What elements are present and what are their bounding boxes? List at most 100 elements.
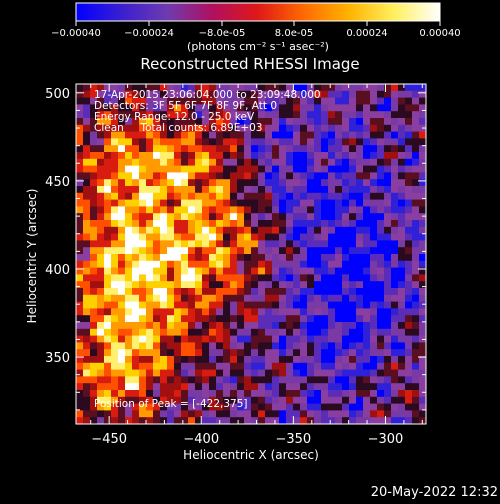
heatmap-cell [216,396,224,405]
heatmap-cell [90,294,98,303]
heatmap-cell [286,328,294,337]
heatmap-cell [216,165,224,173]
heatmap-cell [286,274,294,282]
heatmap-cell [321,260,329,269]
heatmap-cell [97,301,105,309]
heatmap-cell [167,356,175,364]
heatmap-cell [370,390,378,398]
heatmap-cell [279,342,287,350]
heatmap-cell [160,213,168,221]
heatmap-cell [146,390,154,398]
heatmap-cell [111,90,119,99]
heatmap-cell [328,301,336,309]
heatmap-cell [265,403,273,411]
heatmap-cell [118,111,126,119]
heatmap-cell [97,260,105,269]
heatmap-cell [342,281,350,289]
heatmap-cell [195,124,203,133]
heatmap-cell [335,199,343,207]
heatmap-cell [237,124,245,133]
heatmap-cell [244,90,252,99]
heatmap-cell [377,267,385,275]
heatmap-cell [118,158,126,167]
heatmap-cell [251,390,259,398]
heatmap-cell [342,335,350,343]
heatmap-cell [307,138,315,146]
heatmap-cell [370,124,378,133]
heatmap-cell [412,396,420,405]
heatmap-cell [181,240,189,248]
heatmap-cell [118,335,126,343]
heatmap-cell [384,396,392,405]
heatmap-cell [209,349,217,357]
heatmap-cell [97,179,105,187]
heatmap-cell [160,328,168,337]
heatmap-cell [328,410,336,418]
heatmap-cell [251,186,259,194]
heatmap-cell [293,288,301,296]
heatmap-cell [125,328,133,337]
heatmap-cell [342,220,350,228]
heatmap-cell [202,226,210,235]
heatmap-cell [279,410,287,418]
heatmap-cell [181,322,189,330]
heatmap-cell [398,362,406,371]
heatmap-cell [132,199,140,207]
heatmap-cell [188,342,196,350]
heatmap-cell [111,349,119,357]
heatmap-cell [335,206,343,214]
heatmap-cell [293,226,301,235]
heatmap-cell [202,206,210,214]
heatmap-cell [202,97,210,105]
heatmap-cell [76,145,84,153]
heatmap-cell [202,186,210,194]
heatmap-cell [181,247,189,255]
heatmap-cell [412,349,420,357]
heatmap-cell [307,233,315,241]
heatmap-cell [237,240,245,248]
heatmap-cell [90,267,98,275]
heatmap-cell [230,417,238,424]
heatmap-cell [384,240,392,248]
heatmap-cell [377,111,385,119]
heatmap-cell [104,369,112,377]
heatmap-cell [90,213,98,221]
heatmap-cell [90,97,98,105]
heatmap-cell [111,233,119,241]
heatmap-cell [321,247,329,255]
heatmap-cell [146,315,154,323]
heatmap-cell [125,247,133,255]
heatmap-cell [125,417,133,424]
heatmap-cell [174,199,182,207]
heatmap-cell [363,281,371,289]
heatmap-cell [118,145,126,153]
heatmap-cell [356,390,364,398]
heatmap-cell [125,254,133,262]
heatmap-cell [349,165,357,173]
heatmap-cell [216,199,224,207]
heatmap-cell [370,369,378,377]
heatmap-cell [139,281,147,289]
heatmap-cell [202,233,210,241]
heatmap-cell [321,90,329,99]
heatmap-cell [230,213,238,221]
heatmap-cell [230,254,238,262]
heatmap-cell [125,84,133,92]
heatmap-cell [272,104,280,112]
heatmap-cell [174,124,182,133]
heatmap-cell [293,145,301,153]
heatmap-cell [216,328,224,337]
heatmap-cell [76,383,84,391]
heatmap-cell [342,84,350,92]
heatmap-cell [209,342,217,350]
heatmap-cell [321,342,329,350]
heatmap-cell [90,145,98,153]
heatmap-cell [146,90,154,99]
heatmap-cell [125,90,133,99]
heatmap-cell [419,152,426,160]
heatmap-cell [181,186,189,194]
heatmap-cell [300,410,308,418]
heatmap-cell [153,369,161,377]
heatmap-cell [90,260,98,269]
